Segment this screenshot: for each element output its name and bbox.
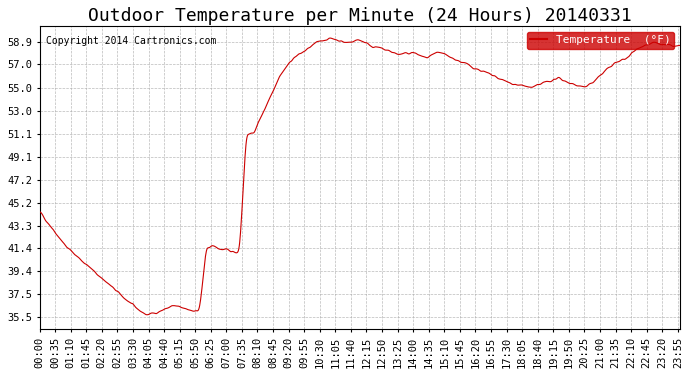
- Text: Copyright 2014 Cartronics.com: Copyright 2014 Cartronics.com: [46, 36, 217, 46]
- Legend: Temperature  (°F): Temperature (°F): [527, 32, 674, 49]
- Title: Outdoor Temperature per Minute (24 Hours) 20140331: Outdoor Temperature per Minute (24 Hours…: [88, 7, 631, 25]
